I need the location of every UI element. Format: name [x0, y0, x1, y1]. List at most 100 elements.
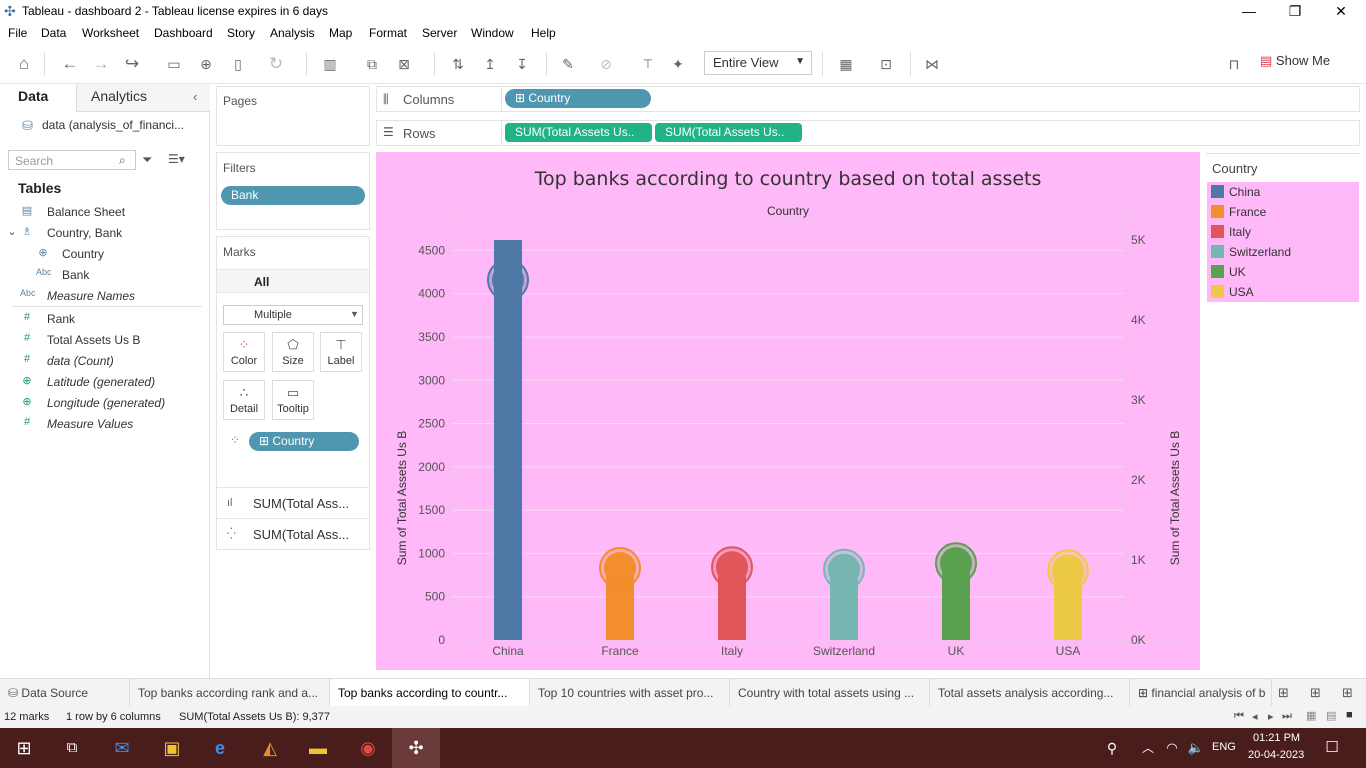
home-icon[interactable]: ⌂ [18, 54, 30, 73]
field-total-assets[interactable]: # Total Assets Us B [0, 332, 205, 352]
pause-updates-icon[interactable]: ▯ [234, 56, 242, 72]
size-button[interactable]: ⬠ Size [272, 332, 314, 372]
mail-icon[interactable]: ✉ [114, 738, 130, 758]
show-labels-icon[interactable]: ⊤ [642, 57, 654, 71]
menu-window[interactable]: Window [471, 26, 514, 40]
pages-shelf[interactable]: Pages [216, 86, 370, 146]
save-icon[interactable]: ▭ [167, 56, 181, 72]
tableau-taskbar-item[interactable]: ✣ [392, 728, 440, 768]
new-worksheet-icon[interactable]: ▥ [323, 56, 337, 72]
sort-ascending-icon[interactable]: ↥ [484, 56, 496, 72]
clear-sheet-icon[interactable]: ⊠ [398, 56, 410, 72]
menu-story[interactable]: Story [227, 26, 256, 40]
tab-sheet-5[interactable]: Total assets analysis according... [930, 679, 1130, 707]
legend-item-uk[interactable]: UK [1207, 262, 1359, 282]
menu-format[interactable]: Format [369, 26, 408, 40]
swap-icon[interactable]: ⇅ [452, 56, 464, 72]
fit-view-select[interactable]: Entire View ▼ [704, 51, 812, 75]
marks-all-tab[interactable]: All [217, 269, 369, 293]
new-story-tab-icon[interactable]: ⊞ [1342, 685, 1353, 700]
new-worksheet-tab-icon[interactable]: ⊞ [1278, 685, 1289, 700]
next-page-icon[interactable]: ▸ [1268, 711, 1274, 723]
filter-icon[interactable]: ⏷ [142, 152, 153, 167]
menu-help[interactable]: Help [531, 26, 556, 40]
show-hidden-icons-icon[interactable]: ︿ [1141, 741, 1154, 755]
legend-item-france[interactable]: France [1207, 202, 1359, 222]
filmstrip-view-icon[interactable]: ▤ [1326, 710, 1337, 722]
volume-icon[interactable]: 🔈 [1187, 740, 1205, 755]
notifications-icon[interactable]: ☐ [1325, 739, 1339, 756]
rows-shelf[interactable]: ☰ Rows SUM(Total Assets Us.. SUM(Total A… [376, 120, 1360, 146]
show-cards-icon[interactable]: ▦ [839, 56, 853, 72]
close-button[interactable]: ✕ [1335, 3, 1347, 19]
chrome-icon[interactable]: ◉ [360, 738, 376, 758]
new-datasource-icon[interactable]: ⊕ [200, 56, 212, 72]
collapse-pane-icon[interactable]: ‹ [193, 89, 198, 104]
menu-dashboard[interactable]: Dashboard [154, 26, 213, 40]
field-longitude[interactable]: ⊕ Longitude (generated) [0, 395, 205, 415]
columns-pill-country[interactable]: ⊞ Country [505, 89, 651, 108]
clock-date[interactable]: 20-04-2023 [1248, 749, 1305, 761]
grid-view-icon[interactable]: ▦ [1306, 710, 1317, 722]
datasource-name[interactable]: data (analysis_of_financi... [42, 118, 185, 132]
tab-dashboard[interactable]: ⊞ financial analysis of b [1130, 679, 1272, 707]
task-view-icon[interactable]: ⧉ [66, 739, 78, 756]
redo-icon[interactable]: → [92, 54, 110, 73]
presentation-icon[interactable]: ⊡ [880, 56, 892, 72]
minimize-button[interactable]: — [1242, 3, 1256, 19]
matlab-icon[interactable]: ◭ [263, 738, 277, 758]
legend-item-switzerland[interactable]: Switzerland [1207, 242, 1359, 262]
menu-data[interactable]: Data [41, 26, 67, 40]
legend-item-usa[interactable]: USA [1207, 282, 1359, 302]
tab-sheet-2-active[interactable]: Top banks according to countr... [330, 679, 530, 707]
tab-analytics[interactable]: Analytics ‹ [76, 84, 210, 112]
view-options-icon[interactable]: ☰▾ [168, 152, 185, 166]
share-icon[interactable]: ⋈ [925, 56, 939, 72]
sort-descending-icon[interactable]: ↧ [516, 56, 528, 72]
tab-sheet-4[interactable]: Country with total assets using ... [730, 679, 930, 707]
tab-sheet-3[interactable]: Top 10 countries with asset pro... [530, 679, 730, 707]
language-indicator[interactable]: ENG [1212, 741, 1236, 753]
field-balance-sheet[interactable]: ▤ Balance Sheet [0, 204, 205, 224]
file-explorer-icon[interactable]: ▬ [309, 738, 327, 758]
field-country[interactable]: ⊕ Country [0, 246, 205, 266]
menu-worksheet[interactable]: Worksheet [82, 26, 140, 40]
store-icon[interactable]: ▣ [163, 738, 181, 758]
undo-icon[interactable]: ← [61, 54, 79, 73]
label-button[interactable]: ⊤ Label [320, 332, 362, 372]
marks-measure-bar[interactable]: ıl SUM(Total Ass... [217, 487, 369, 518]
tab-sheet-1[interactable]: Top banks according rank and a... [130, 679, 330, 707]
search-input[interactable]: Search ⌕ [8, 150, 136, 170]
wifi-icon[interactable]: ◠ [1166, 740, 1178, 755]
duplicate-icon[interactable]: ⧉ [367, 56, 377, 72]
edge-icon[interactable]: e [214, 738, 225, 758]
field-measure-values[interactable]: # Measure Values [0, 416, 205, 436]
detail-button[interactable]: ∴ Detail [223, 380, 265, 420]
menu-analysis[interactable]: Analysis [270, 26, 315, 40]
color-pill-country[interactable]: ⊞ Country [249, 432, 359, 451]
mark-type-select[interactable]: Multiple ▼ [223, 305, 363, 325]
show-me-button[interactable]: ▤ Show Me [1260, 53, 1330, 69]
rows-pill-2[interactable]: SUM(Total Assets Us.. [655, 123, 802, 142]
people-icon[interactable]: ⚲ [1106, 740, 1118, 756]
tab-data[interactable]: Data [0, 84, 76, 112]
pin-icon[interactable]: ✦ [672, 56, 684, 72]
field-data-count[interactable]: # data (Count) [0, 353, 205, 373]
windows-start-icon[interactable]: ⊞ [16, 738, 32, 758]
highlight-icon[interactable]: ✎ [562, 56, 574, 72]
tooltip-button[interactable]: ▭ Tooltip [272, 380, 314, 420]
field-latitude[interactable]: ⊕ Latitude (generated) [0, 374, 205, 394]
format-painter-icon[interactable]: ⊓ [1228, 56, 1240, 72]
columns-shelf[interactable]: ⫼ Columns ⊞ Country [376, 86, 1360, 112]
field-bank[interactable]: Abc Bank [0, 267, 205, 287]
first-page-icon[interactable]: ⏮ [1234, 710, 1244, 722]
filter-pill-bank[interactable]: Bank [221, 186, 365, 205]
restore-button[interactable]: ❐ [1288, 3, 1302, 19]
legend-item-italy[interactable]: Italy [1207, 222, 1359, 242]
legend-item-china[interactable]: China [1207, 182, 1359, 202]
filters-shelf[interactable]: Filters Bank [216, 152, 370, 230]
refresh-icon[interactable]: ↻ [268, 54, 284, 73]
new-dashboard-tab-icon[interactable]: ⊞ [1310, 685, 1321, 700]
tab-data-source[interactable]: ⛁ Data Source [0, 679, 130, 707]
prev-page-icon[interactable]: ◂ [1252, 711, 1258, 723]
